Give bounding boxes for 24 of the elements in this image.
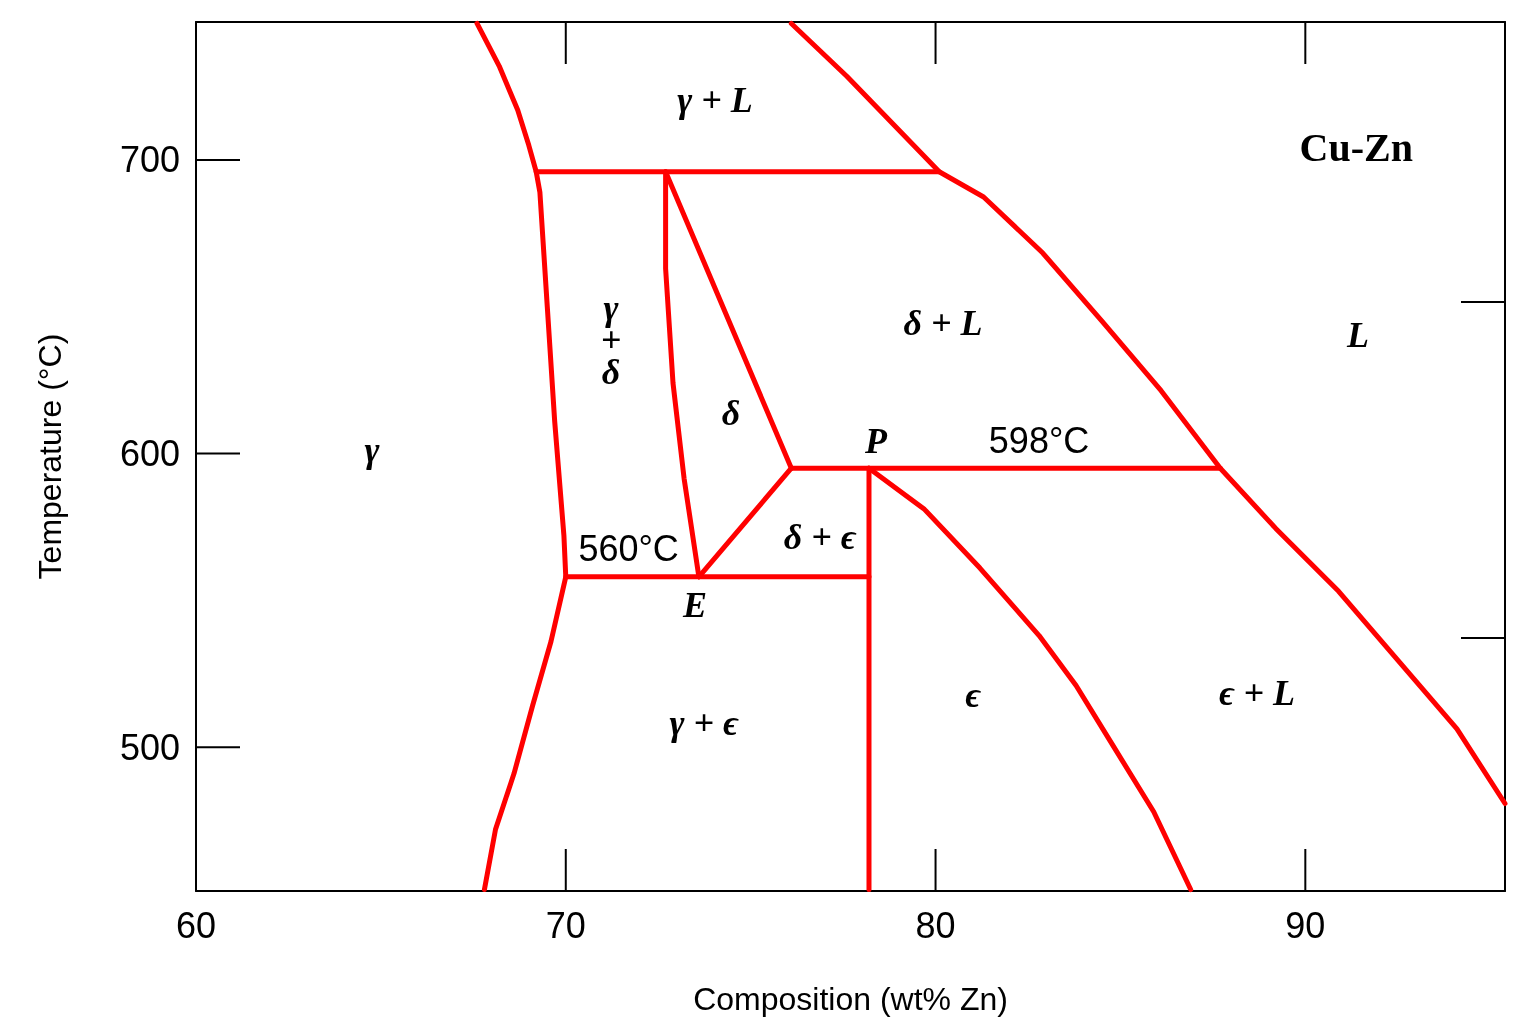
annotation: L: [1346, 315, 1369, 356]
text: Cu-Zn: [1299, 124, 1414, 170]
y-axis-title: Temperature (°C): [32, 333, 68, 580]
annotation: γ + ϵ: [669, 703, 740, 744]
annotation: γ + δ: [600, 288, 622, 393]
x-tick-label: 90: [1285, 904, 1326, 946]
annotation: 598°C: [988, 419, 1090, 461]
y-tick-label: 600: [119, 433, 180, 475]
x-axis-title: Composition (wt% Zn): [693, 981, 1008, 1017]
annotation: γ + L: [677, 80, 753, 121]
annotation: ϵ + L: [1218, 673, 1295, 714]
annotation: 560°C: [578, 528, 679, 570]
annotation: δ: [721, 393, 741, 434]
annotation: γ: [364, 429, 380, 470]
x-tick-label: 80: [915, 904, 956, 946]
annotation: P: [863, 421, 888, 462]
annotation: E: [681, 584, 707, 625]
x-tick-label: 60: [175, 904, 217, 946]
annotation: δ + L: [903, 303, 983, 344]
x-tick-label: 70: [545, 904, 586, 946]
y-tick-label: 700: [119, 139, 180, 181]
annotation: δ + ϵ: [783, 516, 857, 557]
y-tick-label: 500: [119, 726, 180, 768]
annotation: ϵ: [965, 675, 982, 716]
